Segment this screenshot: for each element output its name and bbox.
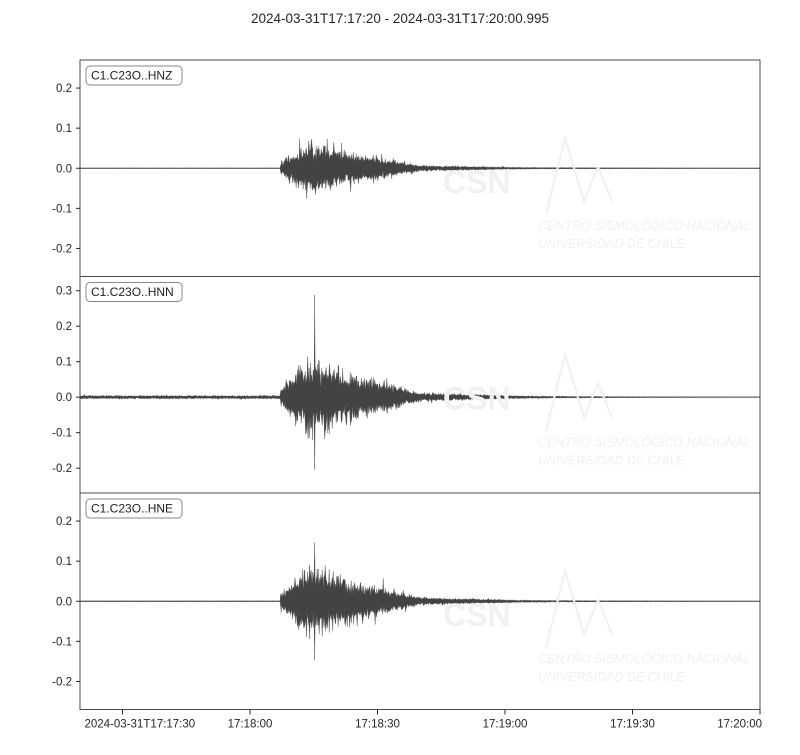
svg-text:17:18:00: 17:18:00 — [228, 719, 273, 731]
svg-text:CSN: CSN — [443, 381, 511, 417]
svg-text:C1.C23O..HNZ: C1.C23O..HNZ — [91, 69, 172, 83]
svg-text:CENTRO SISMOLÓGICO NACIONAL: CENTRO SISMOLÓGICO NACIONAL — [538, 651, 751, 666]
svg-text:UNIVERSIDAD DE CHILE: UNIVERSIDAD DE CHILE — [538, 670, 685, 684]
svg-text:0.0: 0.0 — [56, 392, 72, 404]
svg-text:-0.2: -0.2 — [52, 676, 72, 688]
svg-text:0.2: 0.2 — [56, 83, 72, 95]
svg-text:0.1: 0.1 — [56, 357, 72, 369]
svg-text:-0.1: -0.1 — [52, 428, 72, 440]
svg-text:-0.1: -0.1 — [52, 636, 72, 648]
svg-text:-0.2: -0.2 — [52, 243, 72, 255]
svg-text:C1.C23O..HNN: C1.C23O..HNN — [91, 285, 174, 299]
svg-text:0.3: 0.3 — [56, 286, 72, 298]
svg-text:CENTRO SISMOLÓGICO NACIONAL: CENTRO SISMOLÓGICO NACIONAL — [538, 218, 751, 233]
svg-text:0.1: 0.1 — [56, 556, 72, 568]
svg-text:17:18:30: 17:18:30 — [355, 719, 400, 731]
svg-text:UNIVERSIDAD DE CHILE: UNIVERSIDAD DE CHILE — [538, 454, 685, 468]
svg-text:-0.2: -0.2 — [52, 463, 72, 475]
svg-text:2024-03-31T17:17:20 - 2024-0: 2024-03-31T17:17:20 - 2024-03-31T17:20:0… — [251, 11, 549, 26]
svg-text:UNIVERSIDAD DE CHILE: UNIVERSIDAD DE CHILE — [538, 237, 685, 251]
svg-text:17:19:00: 17:19:00 — [483, 719, 528, 731]
svg-text:0.1: 0.1 — [56, 123, 72, 135]
svg-text:17:19:30: 17:19:30 — [610, 719, 655, 731]
svg-text:0.2: 0.2 — [56, 516, 72, 528]
svg-text:17:20:00: 17:20:00 — [717, 719, 762, 731]
svg-text:CSN: CSN — [443, 164, 511, 200]
svg-text:C1.C23O..HNE: C1.C23O..HNE — [91, 502, 173, 516]
svg-text:-0.1: -0.1 — [52, 203, 72, 215]
svg-text:2024-03-31T17:17:30: 2024-03-31T17:17:30 — [85, 719, 196, 731]
svg-text:0.0: 0.0 — [56, 596, 72, 608]
svg-text:0.0: 0.0 — [56, 163, 72, 175]
svg-text:CENTRO SISMOLÓGICO NACIONAL: CENTRO SISMOLÓGICO NACIONAL — [538, 435, 751, 450]
svg-text:CSN: CSN — [443, 597, 511, 633]
svg-text:0.2: 0.2 — [56, 321, 72, 333]
